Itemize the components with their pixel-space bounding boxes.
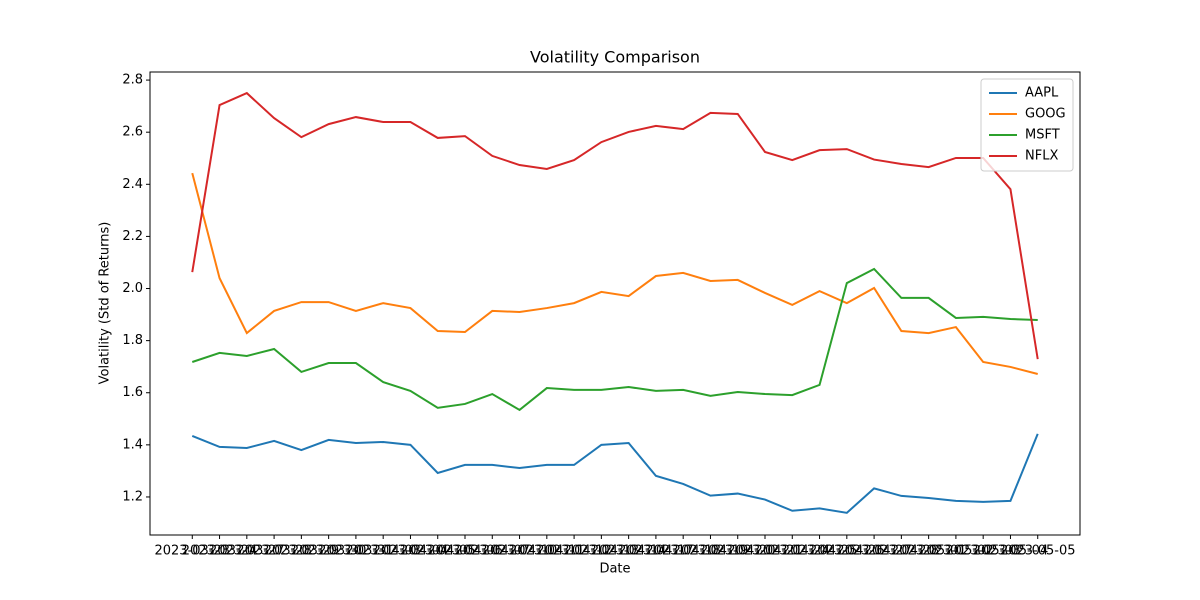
chart-title: Volatility Comparison <box>530 48 700 67</box>
x-tick-label: 2023-03-31 <box>318 544 394 559</box>
line-series <box>191 267 1038 412</box>
x-tick-label: 2023-03-30 <box>291 544 367 559</box>
x-tick-label: 2023-04-24 <box>754 544 830 559</box>
legend-label: AAPL <box>1025 86 1059 101</box>
y-tick-label: 2.0 <box>122 281 143 296</box>
x-axis-label: Date <box>599 562 630 577</box>
plot-frame <box>149 71 1081 536</box>
x-tick-label: 2023-03-27 <box>209 544 285 559</box>
x-tick-label: 2023-04-03 <box>345 544 421 559</box>
legend: AAPL GOOG MSFT NFLX <box>980 78 1074 172</box>
x-tick-label: 2023-04-04 <box>373 544 449 559</box>
x-tick-label: 2023-04-21 <box>727 544 803 559</box>
y-tick-label: 1.2 <box>122 489 143 504</box>
legend-label: MSFT <box>1025 128 1060 143</box>
y-tick-label: 1.4 <box>122 437 143 452</box>
x-tick-label: 2023-04-17 <box>618 544 694 559</box>
x-tick-label: 2023-04-12 <box>536 544 612 559</box>
line-series <box>191 172 1038 375</box>
x-tick-label: 2023-05-03 <box>945 544 1021 559</box>
x-tick-label: 2023-04-14 <box>591 544 667 559</box>
x-tick-label: 2023-04-18 <box>645 544 721 559</box>
x-tick-label: 2023-03-24 <box>182 544 258 559</box>
x-tick-label: 2023-05-05 <box>1000 544 1076 559</box>
x-tick-label: 2023-04-11 <box>509 544 585 559</box>
x-tick-label: 2023-03-23 <box>154 544 230 559</box>
x-tick-label: 2023-04-20 <box>700 544 776 559</box>
y-tick-label: 2.4 <box>122 177 143 192</box>
x-tick-label: 2023-03-29 <box>264 544 340 559</box>
legend-label: NFLX <box>1025 149 1058 164</box>
x-tick-label: 2023-03-28 <box>236 544 312 559</box>
y-tick-label: 2.6 <box>122 125 143 140</box>
x-tick-label: 2023-04-27 <box>836 544 912 559</box>
x-tick-label: 2023-04-06 <box>427 544 503 559</box>
y-tick-label: 2.2 <box>122 229 143 244</box>
x-tick-label: 2023-05-04 <box>973 544 1049 559</box>
x-tick-label: 2023-05-02 <box>918 544 994 559</box>
line-series <box>191 433 1039 514</box>
y-tick-label: 2.8 <box>122 73 143 88</box>
y-tick-label: 1.6 <box>122 385 143 400</box>
x-tick-label: 2023-04-10 <box>482 544 558 559</box>
legend-box <box>980 78 1074 172</box>
x-tick-label: 2023-04-07 <box>454 544 530 559</box>
x-tick-label: 2023-04-19 <box>673 544 749 559</box>
y-tick-label: 1.8 <box>122 333 143 348</box>
x-tick-label: 2023-04-25 <box>782 544 858 559</box>
x-tick-label: 2023-04-13 <box>564 544 640 559</box>
x-tick-label: 2023-04-05 <box>400 544 476 559</box>
x-tick-label: 2023-04-26 <box>809 544 885 559</box>
x-tick-label: 2023-04-28 <box>864 544 940 559</box>
legend-label: GOOG <box>1025 107 1066 122</box>
line-series <box>191 91 1039 360</box>
y-axis-label: Volatility (Std of Returns) <box>98 222 113 385</box>
x-tick-label: 2023-05-01 <box>891 544 967 559</box>
